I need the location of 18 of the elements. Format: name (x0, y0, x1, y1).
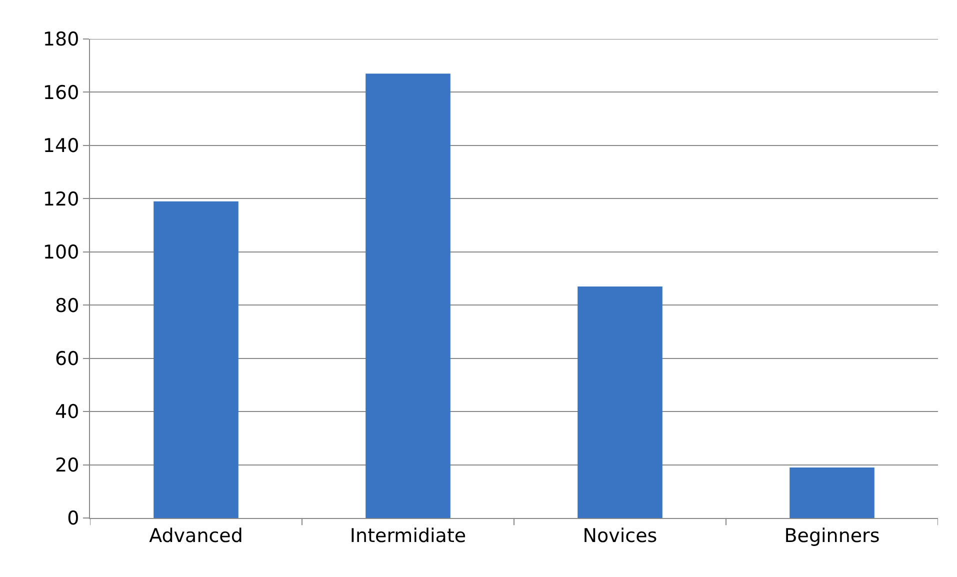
y-tick-label: 80 (55, 294, 80, 317)
y-tick-label: 100 (42, 242, 80, 264)
bar (154, 201, 238, 518)
y-tick-label: 0 (67, 508, 80, 530)
y-tick-label: 180 (42, 28, 80, 51)
y-tick-label: 160 (42, 82, 80, 104)
bar (790, 467, 874, 518)
y-tick-label: 40 (55, 401, 80, 424)
x-tick-label: Advanced (149, 524, 243, 547)
y-tick-label: 140 (42, 135, 80, 158)
y-tick-label: 60 (55, 348, 80, 370)
bar (366, 74, 450, 518)
y-tick-label: 120 (42, 188, 80, 210)
bar (578, 286, 662, 518)
y-tick-label: 20 (55, 454, 80, 476)
x-tick-label: Intermidiate (350, 524, 466, 547)
x-tick-label: Novices (582, 524, 658, 547)
x-tick-label: Beginners (784, 524, 880, 547)
